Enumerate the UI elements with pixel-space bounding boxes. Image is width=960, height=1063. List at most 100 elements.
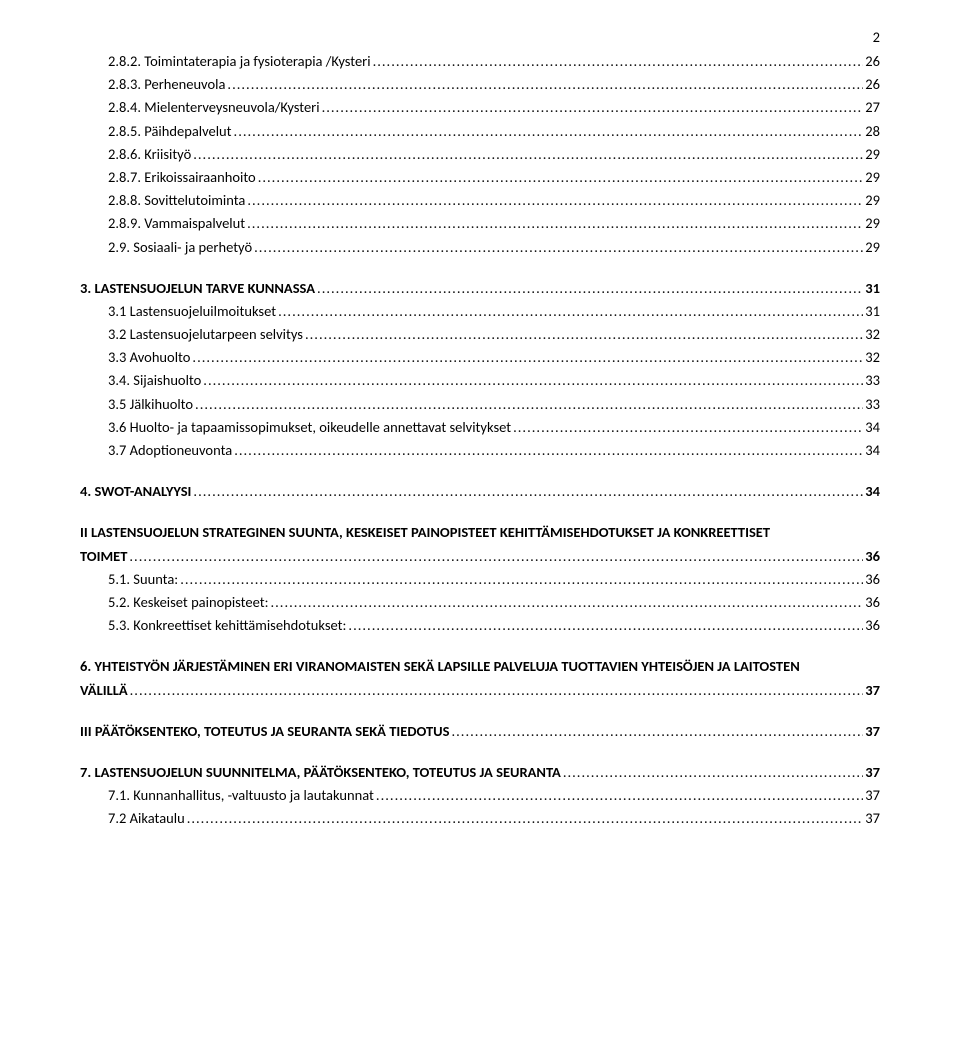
- toc-entry: 7. LASTENSUOJELUN SUUNNITELMA, PÄÄTÖKSEN…: [80, 761, 880, 784]
- toc-page-number: 36: [865, 545, 880, 568]
- toc-leader-dots: [130, 679, 864, 702]
- toc-entry: 3.4. Sijaishuolto33: [80, 369, 880, 392]
- toc-entry: 5.3. Konkreettiset kehittämisehdotukset:…: [80, 614, 880, 637]
- toc-page-number: 29: [865, 189, 880, 212]
- toc-leader-dots: [247, 212, 863, 235]
- toc-leader-dots: [193, 143, 863, 166]
- toc-label: 3.3 Avohuolto: [108, 346, 190, 369]
- toc-page-number: 37: [865, 720, 880, 743]
- table-of-contents: 2.8.2. Toimintaterapia ja fysioterapia /…: [80, 50, 880, 830]
- toc-entry: 3.5 Jälkihuolto 33: [80, 393, 880, 416]
- toc-entry: 3.3 Avohuolto 32: [80, 346, 880, 369]
- toc-page-number: 34: [865, 480, 880, 503]
- toc-entry: 5.1. Suunta: 36: [80, 568, 880, 591]
- toc-page-number: 31: [865, 300, 880, 323]
- toc-leader-dots: [563, 761, 863, 784]
- toc-page-number: 29: [865, 166, 880, 189]
- toc-label: 3. LASTENSUOJELUN TARVE KUNNASSA: [80, 277, 315, 300]
- toc-leader-dots: [376, 784, 863, 807]
- toc-entry: 2.8.4. Mielenterveysneuvola/Kysteri 27: [80, 96, 880, 119]
- toc-label: 2.8.3. Perheneuvola: [108, 73, 225, 96]
- toc-leader-dots: [278, 300, 863, 323]
- toc-label: 7.1. Kunnanhallitus, -valtuusto ja lauta…: [108, 784, 374, 807]
- toc-label: 3.6 Huolto- ja tapaamissopimukset, oikeu…: [108, 416, 511, 439]
- toc-page-number: 33: [865, 393, 880, 416]
- page-number: 2: [873, 28, 880, 46]
- toc-leader-dots: [234, 120, 864, 143]
- toc-entry: 7.2 Aikataulu 37: [80, 807, 880, 830]
- toc-entry: 2.8.3. Perheneuvola26: [80, 73, 880, 96]
- toc-page-number: 28: [865, 120, 880, 143]
- toc-leader-dots: [192, 346, 863, 369]
- toc-leader-dots: [234, 439, 863, 462]
- toc-entry: 2.8.2. Toimintaterapia ja fysioterapia /…: [80, 50, 880, 73]
- toc-page-number: 36: [865, 568, 880, 591]
- toc-leader-dots: [305, 323, 863, 346]
- toc-label: 5.1. Suunta:: [108, 568, 178, 591]
- toc-label: 2.8.6. Kriisityö: [108, 143, 191, 166]
- toc-entry: 3.7 Adoptioneuvonta 34: [80, 439, 880, 462]
- toc-entry: 3. LASTENSUOJELUN TARVE KUNNASSA 31: [80, 277, 880, 300]
- toc-entry: 2.8.8. Sovittelutoiminta 29: [80, 189, 880, 212]
- toc-page-number: 32: [865, 346, 880, 369]
- toc-label: 2.8.7. Erikoissairaanhoito: [108, 166, 256, 189]
- toc-entry: 6. YHTEISTYÖN JÄRJESTÄMINEN ERI VIRANOMA…: [80, 655, 880, 701]
- toc-page-number: 29: [865, 143, 880, 166]
- toc-page-number: 32: [865, 323, 880, 346]
- toc-leader-dots: [322, 96, 864, 119]
- toc-leader-dots: [203, 369, 863, 392]
- toc-page-number: 36: [865, 614, 880, 637]
- toc-label: 7. LASTENSUOJELUN SUUNNITELMA, PÄÄTÖKSEN…: [80, 761, 561, 784]
- toc-label: 2.8.4. Mielenterveysneuvola/Kysteri: [108, 96, 320, 119]
- toc-page-number: 26: [865, 50, 880, 73]
- toc-page-number: 34: [865, 439, 880, 462]
- toc-leader-dots: [317, 277, 863, 300]
- toc-label: 5.3. Konkreettiset kehittämisehdotukset:: [108, 614, 346, 637]
- toc-leader-dots: [247, 189, 863, 212]
- toc-leader-dots: [129, 545, 863, 568]
- toc-page-number: 36: [865, 591, 880, 614]
- toc-page-number: 27: [865, 96, 880, 119]
- toc-label: VÄLILLÄ: [80, 679, 128, 702]
- toc-label: 3.1 Lastensuojeluilmoitukset: [108, 300, 276, 323]
- toc-leader-dots: [193, 480, 863, 503]
- toc-page-number: 37: [865, 807, 880, 830]
- toc-entry: 2.8.5. Päihdepalvelut 28: [80, 120, 880, 143]
- toc-entry: 7.1. Kunnanhallitus, -valtuusto ja lauta…: [80, 784, 880, 807]
- toc-leader-dots: [373, 50, 864, 73]
- toc-page-number: 29: [865, 212, 880, 235]
- toc-leader-dots: [270, 591, 863, 614]
- toc-label: 3.2 Lastensuojelutarpeen selvitys: [108, 323, 303, 346]
- toc-entry: 4. SWOT-ANALYYSI 34: [80, 480, 880, 503]
- toc-page-number: 31: [865, 277, 880, 300]
- toc-leader-dots: [195, 393, 863, 416]
- toc-entry: 2.9. Sosiaali- ja perhetyö 29: [80, 236, 880, 259]
- toc-label: 3.7 Adoptioneuvonta: [108, 439, 232, 462]
- toc-leader-dots: [254, 236, 863, 259]
- toc-entry: II LASTENSUOJELUN STRATEGINEN SUUNTA, KE…: [80, 521, 880, 567]
- toc-label-wrap: II LASTENSUOJELUN STRATEGINEN SUUNTA, KE…: [80, 521, 880, 544]
- toc-leader-dots: [451, 720, 863, 743]
- toc-leader-dots: [513, 416, 863, 439]
- toc-leader-dots: [258, 166, 864, 189]
- toc-entry: 2.8.7. Erikoissairaanhoito 29: [80, 166, 880, 189]
- toc-entry: 3.6 Huolto- ja tapaamissopimukset, oikeu…: [80, 416, 880, 439]
- toc-page-number: 37: [865, 679, 880, 702]
- toc-label: 4. SWOT-ANALYYSI: [80, 480, 191, 503]
- toc-entry: 3.2 Lastensuojelutarpeen selvitys 32: [80, 323, 880, 346]
- toc-entry: 2.8.6. Kriisityö 29: [80, 143, 880, 166]
- toc-leader-dots: [348, 614, 863, 637]
- toc-leader-dots: [187, 807, 864, 830]
- toc-page-number: 37: [865, 784, 880, 807]
- toc-label: 7.2 Aikataulu: [108, 807, 185, 830]
- toc-label: 3.4. Sijaishuolto: [108, 369, 201, 392]
- toc-entry: 3.1 Lastensuojeluilmoitukset 31: [80, 300, 880, 323]
- toc-label: 2.8.8. Sovittelutoiminta: [108, 189, 245, 212]
- toc-page-number: 37: [865, 761, 880, 784]
- toc-label: 3.5 Jälkihuolto: [108, 393, 193, 416]
- toc-label: 2.9. Sosiaali- ja perhetyö: [108, 236, 252, 259]
- toc-label: 2.8.2. Toimintaterapia ja fysioterapia /…: [108, 50, 371, 73]
- toc-label: III PÄÄTÖKSENTEKO, TOTEUTUS JA SEURANTA …: [80, 720, 449, 743]
- toc-label: 2.8.5. Päihdepalvelut: [108, 120, 232, 143]
- toc-page-number: 29: [865, 236, 880, 259]
